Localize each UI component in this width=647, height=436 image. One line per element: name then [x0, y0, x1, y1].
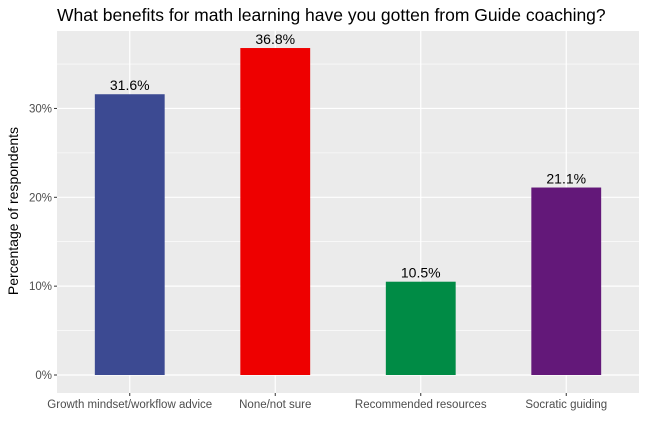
bar-value-label: 21.1% [546, 171, 586, 187]
y-tick-label: 10% [29, 281, 52, 293]
bars [94, 48, 602, 375]
bar [240, 48, 311, 375]
x-tick-label: Recommended resources [355, 399, 487, 411]
bar-value-label: 36.8% [255, 31, 295, 47]
y-axis-title: Percentage of respondents [5, 127, 21, 295]
bar [531, 187, 602, 375]
x-tick-label: Socratic guiding [525, 399, 607, 411]
x-tick-label: Growth mindset/workflow advice [47, 399, 212, 411]
x-tick-label: None/not sure [239, 399, 311, 411]
bar [385, 281, 456, 375]
bar-value-label: 10.5% [401, 265, 441, 281]
y-axis: 0% 10% 20% 30% [29, 103, 57, 382]
x-axis: Growth mindset/workflow advice None/not s… [47, 393, 607, 411]
data-labels: 31.6% 36.8% 10.5% 21.1% [110, 31, 586, 281]
bar [94, 94, 165, 375]
chart-title: What benefits for math learning have you… [57, 5, 606, 25]
y-tick-label: 0% [35, 370, 52, 382]
bar-value-label: 31.6% [110, 77, 150, 93]
y-tick-label: 30% [29, 103, 52, 115]
y-tick-label: 20% [29, 192, 52, 204]
